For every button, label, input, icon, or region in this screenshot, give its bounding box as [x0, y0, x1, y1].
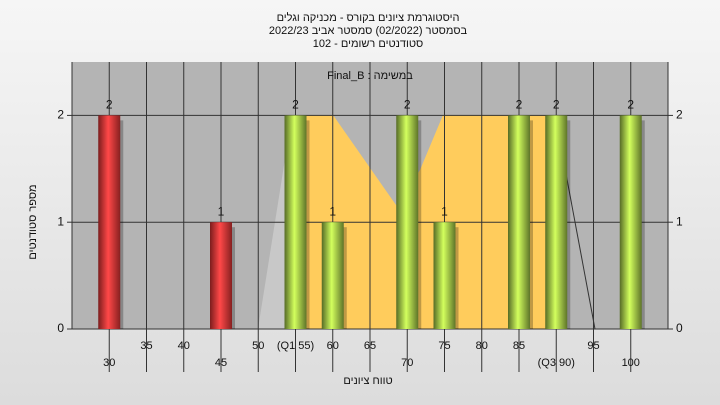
bar: [284, 115, 307, 330]
bar: [396, 115, 419, 330]
value-label: 1: [441, 204, 448, 218]
chart-title: היסטוגרמת ציונים בקורס - מכניקה וגלים: [277, 11, 460, 24]
x-tick-label: 45: [215, 357, 227, 369]
bar: [98, 115, 121, 330]
bar: [433, 222, 456, 329]
x-tick-label: 75: [438, 340, 450, 352]
value-label: 1: [218, 204, 225, 218]
y-tick-label: 1: [676, 214, 683, 228]
x-tick-label: (Q1 55): [277, 340, 314, 352]
chart-subtitle: סטודנטים רשומים - 102: [313, 38, 424, 50]
y-tick-label: 0: [57, 321, 64, 335]
y-tick-label: 1: [57, 214, 64, 228]
value-label: 2: [106, 98, 113, 112]
bar: [545, 115, 568, 330]
value-label: 2: [553, 98, 560, 112]
y-axis-title: מספר סטודנטים: [27, 184, 39, 259]
bar: [619, 115, 642, 330]
x-tick-label: 30: [103, 357, 115, 369]
x-tick-label: 65: [364, 340, 376, 352]
x-tick-label: 60: [327, 340, 339, 352]
bar: [321, 222, 344, 329]
bar: [508, 115, 530, 330]
annotation: במשימה : Final_B: [327, 70, 413, 82]
x-tick-label: 80: [476, 340, 488, 352]
x-tick-label: 50: [252, 340, 264, 352]
y-tick-label: 2: [57, 108, 64, 122]
x-tick-label: (Q3 90): [538, 357, 575, 369]
y-tick-label: 2: [676, 108, 683, 122]
x-tick-label: 40: [178, 340, 190, 352]
chart-subtitle: בסמסטר (02/2022) סמסטר אביב 2022/23: [269, 25, 468, 37]
x-tick-label: 85: [513, 340, 525, 352]
x-tick-label: 100: [622, 357, 640, 369]
value-label: 2: [292, 98, 299, 112]
value-label: 2: [404, 98, 411, 112]
y-tick-label: 0: [676, 321, 683, 335]
value-label: 2: [516, 98, 523, 112]
x-tick-label: 70: [401, 357, 413, 369]
value-label: 1: [329, 204, 336, 218]
x-tick-label: 95: [587, 340, 599, 352]
bar: [210, 222, 232, 329]
value-label: 2: [627, 98, 634, 112]
x-tick-label: 35: [140, 340, 152, 352]
x-axis-title: טווח ציונים: [343, 375, 392, 387]
